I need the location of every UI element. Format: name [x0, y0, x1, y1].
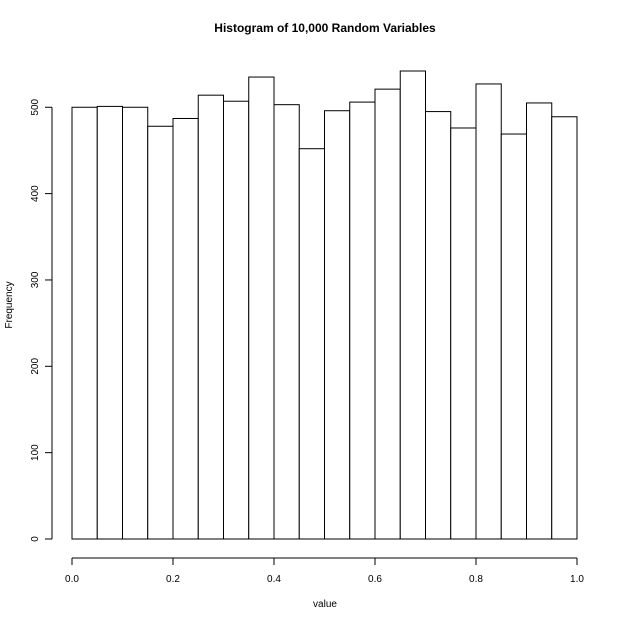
x-tick-label: 0.8 — [469, 574, 483, 585]
histogram-bar — [475, 83, 502, 540]
histogram-bar — [197, 94, 224, 540]
x-tick-label: 0.4 — [267, 574, 281, 585]
y-tick-label: 400 — [30, 185, 41, 202]
histogram-bar — [349, 101, 376, 540]
histogram-bar — [374, 88, 401, 540]
x-axis: 0.0 0.2 0.4 0.6 0.8 1.0 — [65, 557, 584, 585]
histogram-bar — [223, 100, 250, 540]
histogram-bar — [298, 148, 325, 540]
histogram-bar — [172, 117, 199, 540]
x-tick-label: 1.0 — [570, 574, 584, 585]
x-tick-label: 0.2 — [166, 574, 180, 585]
histogram-bar — [122, 106, 149, 540]
histogram-bar — [450, 127, 477, 540]
y-axis: 0 100 200 300 400 500 — [30, 98, 53, 542]
histogram-bar — [324, 110, 351, 540]
y-tick-label: 100 — [30, 444, 41, 461]
y-tick-label: 0 — [30, 536, 41, 542]
x-tick-label: 0.0 — [65, 574, 79, 585]
y-axis-label: Frequency — [4, 281, 15, 328]
y-tick-label: 200 — [30, 358, 41, 375]
histogram-bar — [551, 116, 578, 540]
histogram-bar — [71, 106, 98, 540]
histogram-bar — [526, 102, 553, 540]
chart-title: Histogram of 10,000 Random Variables — [214, 21, 436, 35]
histogram-bar — [147, 125, 174, 540]
histogram-bar — [425, 111, 452, 540]
y-tick-label: 500 — [30, 98, 41, 115]
histogram-bar — [248, 76, 275, 540]
histogram-bar — [96, 105, 123, 540]
histogram-bar — [399, 70, 426, 540]
bars-group — [71, 70, 578, 540]
x-tick-label: 0.6 — [368, 574, 382, 585]
y-tick-label: 300 — [30, 271, 41, 288]
histogram-bar — [273, 104, 300, 540]
histogram-bar — [500, 133, 527, 540]
x-axis-label: value — [313, 599, 337, 610]
